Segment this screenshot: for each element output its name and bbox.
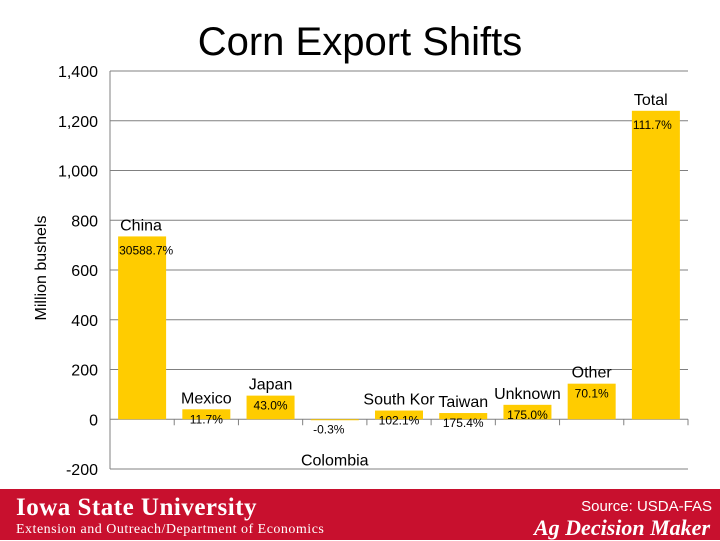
y-axis-label: Million bushels xyxy=(33,216,50,321)
data-label: 175.4% xyxy=(443,416,484,430)
category-label: Unknown xyxy=(494,386,561,403)
bar xyxy=(182,409,231,420)
bar-chart: -200 0 200 400 600 800 1,000 1,200 1,400 China 305… xyxy=(33,64,689,479)
bar xyxy=(503,404,552,420)
bar xyxy=(439,413,488,420)
category-label: Colombia xyxy=(301,452,369,469)
y-tick-label: 1,200 xyxy=(58,114,98,131)
data-label: 43.0% xyxy=(254,399,288,413)
data-label: 175.0% xyxy=(507,408,548,422)
data-label: 70.1% xyxy=(575,387,609,401)
category-label: Mexico xyxy=(181,390,232,407)
bar xyxy=(246,395,295,420)
bar-layer xyxy=(118,110,680,421)
y-tick-label: -200 xyxy=(66,462,98,479)
bar xyxy=(118,236,167,420)
category-label: Total xyxy=(634,92,668,109)
bar xyxy=(631,110,680,420)
y-tick-label: 200 xyxy=(71,363,98,380)
source-label: Source: USDA-FAS xyxy=(581,498,712,515)
category-label: Japan xyxy=(249,377,293,394)
page-title: Corn Export Shifts xyxy=(197,20,523,64)
category-label: China xyxy=(120,217,162,234)
label-layer: -200 0 200 400 600 800 1,000 1,200 1,400 China 305… xyxy=(58,64,672,479)
data-label: 111.7% xyxy=(633,118,672,132)
y-tick-label: 1,400 xyxy=(58,64,98,81)
bar xyxy=(567,383,616,420)
data-label: -0.3% xyxy=(313,422,345,436)
brand-logo: Ag Decision Maker xyxy=(534,515,710,540)
y-tick-label: 600 xyxy=(71,263,98,280)
department-label: Extension and Outreach/Department of Eco… xyxy=(16,522,325,537)
y-tick-label: 1,000 xyxy=(58,164,98,181)
y-tick-label: 800 xyxy=(71,213,98,230)
bar xyxy=(310,419,359,421)
category-label: Other xyxy=(572,365,613,382)
y-tick-label: 0 xyxy=(89,412,98,429)
bar xyxy=(375,410,423,420)
footer-bar: Iowa State University Extension and Outr… xyxy=(0,489,720,540)
category-label: South Kor xyxy=(363,392,435,409)
y-tick-label: 400 xyxy=(71,313,98,330)
data-label: 11.7% xyxy=(190,412,223,426)
university-name: Iowa State University xyxy=(16,494,258,521)
category-label: Taiwan xyxy=(438,394,488,411)
data-label: 102.1% xyxy=(379,414,420,428)
data-label: 30588.7% xyxy=(119,243,173,257)
